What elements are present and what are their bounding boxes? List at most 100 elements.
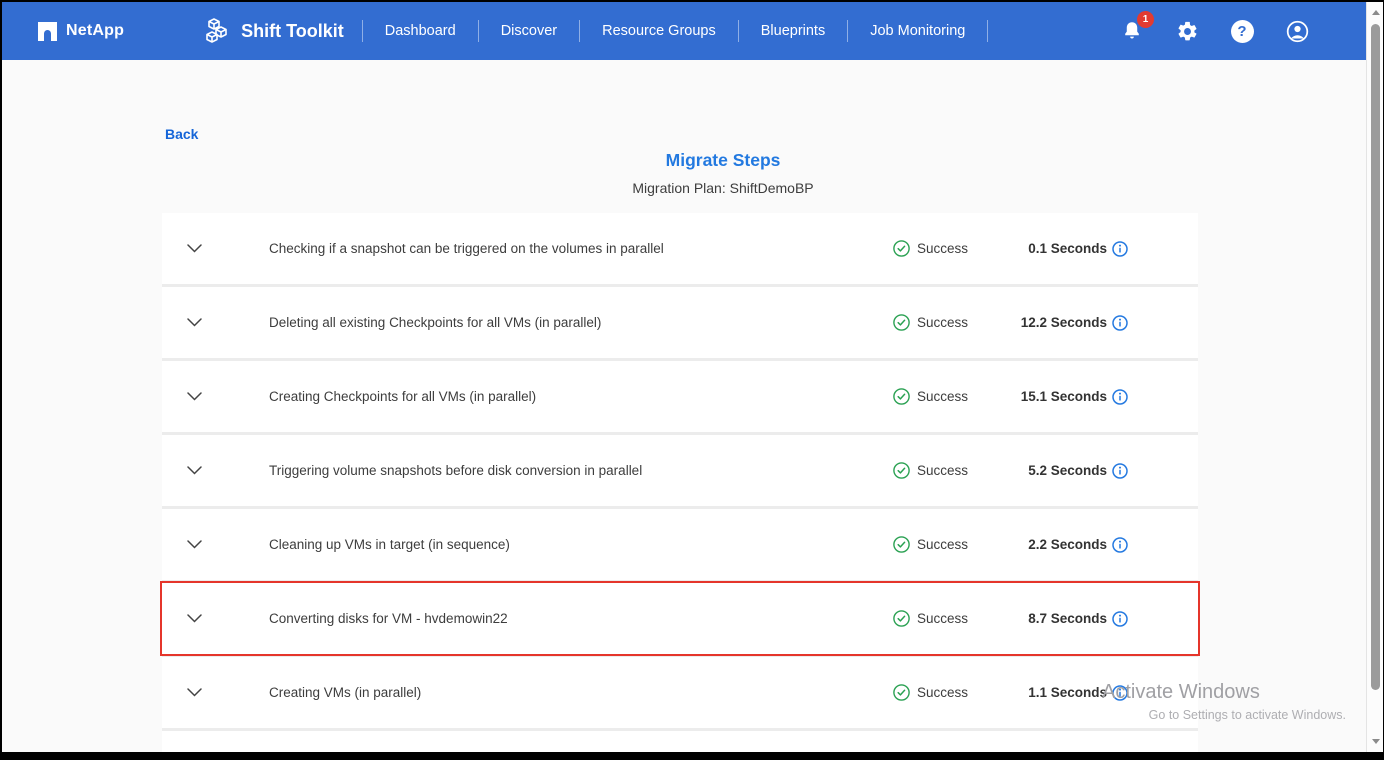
notifications-button[interactable]: 1 [1119,11,1154,44]
chevron-down-icon[interactable] [186,392,202,401]
step-label: Deleting all existing Checkpoints for al… [269,315,602,330]
status-text: Success [917,537,969,552]
nav-divider [847,20,849,42]
step-row-highlighted[interactable]: Converting disks for VM - hvdemowin22 Su… [160,581,1200,656]
duration-text: 2.2 Seconds [1028,537,1107,552]
success-check-icon [893,240,910,257]
help-icon: ? [1230,19,1254,43]
step-status: Success [893,314,1013,331]
app-title: Shift Toolkit [241,20,344,41]
step-label: Cleaning up VMs in target (in sequence) [269,537,510,552]
shift-toolkit-cubes-icon [202,16,232,46]
success-check-icon [893,314,910,331]
chevron-down-icon[interactable] [186,688,202,697]
nav-divider [477,20,479,42]
status-text: Success [917,685,969,700]
chevron-down-icon[interactable] [186,318,202,327]
step-row[interactable]: Creating VMs (in parallel) Success 1.1 S… [162,657,1198,728]
step-row[interactable]: Triggering volume snapshots before disk … [162,435,1198,506]
step-status: Success [893,240,1013,257]
step-status: Success [893,536,1013,553]
info-icon[interactable] [1112,314,1128,331]
step-duration: 1.1 Seconds [1013,684,1128,701]
success-check-icon [893,536,910,553]
success-check-icon [893,610,910,627]
scroll-down-arrow[interactable] [1367,733,1383,750]
app-brand: Shift Toolkit [202,16,344,46]
nav-divider [579,20,581,42]
nav-item-dashboard[interactable]: Dashboard [384,23,456,39]
account-button[interactable] [1284,18,1310,44]
nav-item-resource-groups[interactable]: Resource Groups [602,23,716,39]
netapp-brand: NetApp [38,21,125,41]
nav-item-discover[interactable]: Discover [500,23,558,39]
step-label: Converting disks for VM - hvdemowin22 [269,611,508,626]
step-label: Creating VMs (in parallel) [269,685,422,700]
duration-text: 8.7 Seconds [1028,611,1107,626]
top-navbar: NetApp Shift Toolkit Dashboard Discover [2,2,1366,60]
success-check-icon [893,462,910,479]
page-subtitle: Migration Plan: ShiftDemoBP [632,180,814,196]
info-icon[interactable] [1112,388,1128,405]
netapp-logo-icon [38,21,57,41]
help-button[interactable]: ? [1229,18,1255,44]
step-status: Success [893,684,1013,701]
topbar-actions: 1 ? [1119,11,1310,44]
status-text: Success [917,389,969,404]
migrate-steps-list: Checking if a snapshot can be triggered … [160,213,1200,752]
duration-text: 15.1 Seconds [1020,389,1107,404]
status-text: Success [917,241,969,256]
step-row[interactable]: Creating Checkpoints for all VMs (in par… [162,361,1198,432]
step-duration: 2.2 Seconds [1013,536,1128,553]
duration-text: 5.2 Seconds [1028,463,1107,478]
scroll-up-arrow[interactable] [1367,4,1383,21]
step-row[interactable]: Cleaning up VMs in target (in sequence) … [162,509,1198,580]
chevron-down-icon[interactable] [186,244,202,253]
account-icon [1286,20,1308,42]
scrollbar-thumb[interactable] [1371,24,1380,690]
vertical-scrollbar[interactable] [1366,2,1383,752]
back-link[interactable]: Back [165,126,199,142]
step-row[interactable]: Checking if a snapshot can be triggered … [162,213,1198,284]
status-text: Success [917,463,969,478]
nav-divider [361,20,363,42]
info-icon[interactable] [1112,536,1128,553]
info-icon[interactable] [1112,462,1128,479]
step-duration: 8.7 Seconds [1013,610,1128,627]
nav-divider [737,20,739,42]
nav-item-blueprints[interactable]: Blueprints [760,23,826,39]
duration-text: 12.2 Seconds [1020,315,1107,330]
step-duration: 15.1 Seconds [1013,388,1128,405]
step-status: Success [893,388,1013,405]
info-icon[interactable] [1112,240,1128,257]
gear-icon [1178,21,1196,40]
status-text: Success [917,611,969,626]
step-label: Triggering volume snapshots before disk … [269,463,643,478]
duration-text: 0.1 Seconds [1028,241,1107,256]
chevron-down-icon[interactable] [186,540,202,549]
duration-text: 1.1 Seconds [1028,685,1107,700]
success-check-icon [893,388,910,405]
step-row[interactable]: Deleting all existing Checkpoints for al… [162,287,1198,358]
info-icon[interactable] [1112,684,1128,701]
chevron-down-icon[interactable] [186,614,202,623]
settings-button[interactable] [1174,18,1200,44]
step-duration: 12.2 Seconds [1013,314,1128,331]
page-title: Migrate Steps [665,150,781,170]
step-duration: 0.1 Seconds [1013,240,1128,257]
step-status: Success [893,610,1013,627]
brand-name: NetApp [66,22,125,39]
nav-item-job-monitoring[interactable]: Job Monitoring [870,23,966,39]
success-check-icon [893,684,910,701]
bell-icon [1125,22,1139,39]
step-status: Success [893,462,1013,479]
primary-nav: Dashboard Discover Resource Groups Bluep… [361,19,989,43]
info-icon[interactable] [1112,610,1128,627]
step-label: Creating Checkpoints for all VMs (in par… [269,389,537,404]
status-text: Success [917,315,969,330]
notification-badge: 1 [1137,11,1154,28]
step-duration: 5.2 Seconds [1013,462,1128,479]
step-row-partial[interactable] [162,731,1198,752]
chevron-down-icon[interactable] [186,466,202,475]
